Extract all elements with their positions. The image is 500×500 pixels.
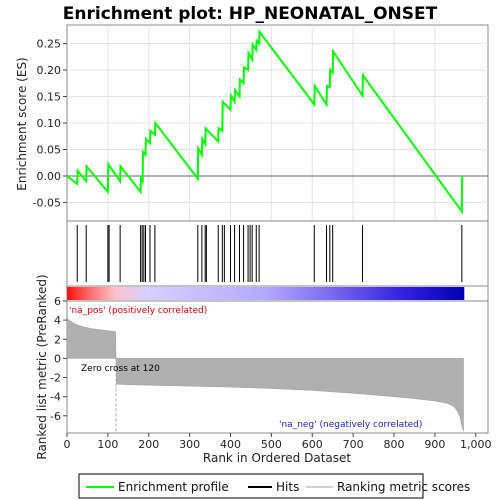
x-tick-label: 300 — [179, 438, 200, 451]
legend-profile-label: Enrichment profile — [118, 480, 229, 494]
metric-y-tick-label: 0 — [54, 352, 61, 365]
es-y-ticks: -0.05 0.00 0.05 0.10 0.15 0.20 0.25 — [33, 38, 67, 209]
positive-correlation-label: 'na_pos' (positively correlated) — [69, 306, 207, 316]
metric-y-tick-label: -2 — [50, 372, 61, 385]
enrichment-profile-line — [66, 29, 464, 215]
es-axis-title: Enrichment score (ES) — [15, 57, 29, 190]
ranking-metric-area — [66, 316, 464, 432]
chart-title: Enrichment plot: HP_NEONATAL_ONSET — [63, 4, 438, 24]
metric-y-tick-label: 4 — [54, 314, 61, 327]
legend-metric-label: Ranking metric scores — [337, 480, 470, 494]
es-y-tick-label: 0.00 — [37, 170, 62, 183]
x-tick-label: 200 — [138, 438, 159, 451]
negative-correlation-label: 'na_neg' (negatively correlated) — [279, 420, 422, 430]
x-tick-label: 400 — [220, 438, 241, 451]
hits-panel — [66, 220, 489, 287]
x-tick-label: 1,000 — [460, 438, 492, 451]
x-tick-label: 100 — [97, 438, 118, 451]
legend-hits-label: Hits — [276, 480, 299, 494]
es-y-tick-label: 0.05 — [37, 143, 62, 156]
metric-y-tick-label: -4 — [50, 391, 61, 404]
es-grid — [67, 25, 488, 221]
color-bar-gradient — [67, 287, 465, 300]
es-y-tick-label: 0.10 — [37, 117, 62, 130]
metric-x-ticks: 0 100 200 300 400 500 600 700 800 900 1,000 — [64, 433, 492, 451]
metric-y-ticks: -6 -4 -2 0 2 4 6 — [50, 295, 67, 423]
x-tick-label: 500 — [261, 438, 282, 451]
x-tick-label: 600 — [302, 438, 323, 451]
x-tick-label: 800 — [383, 438, 404, 451]
es-y-tick-label: -0.05 — [33, 196, 61, 209]
es-y-tick-label: 0.15 — [37, 91, 62, 104]
hit-lines — [76, 225, 463, 282]
ranking-color-bar — [66, 285, 489, 302]
es-y-tick-label: 0.20 — [37, 64, 62, 77]
hits-area — [66, 220, 489, 287]
x-tick-label: 900 — [424, 438, 445, 451]
legend: Enrichment profile Hits Ranking metric s… — [78, 473, 470, 499]
metric-y-tick-label: 6 — [54, 295, 61, 308]
es-y-tick-label: 0.25 — [37, 38, 62, 51]
zero-cross-label: Zero cross at 120 — [81, 364, 160, 374]
metric-y-tick-label: -6 — [50, 410, 61, 423]
metric-axis-title: Ranked list metric (PreRanked) — [35, 274, 49, 459]
metric-panel: -6 -4 -2 0 2 4 6 0 100 200 300 400 500 600 700 800 900 1… — [35, 274, 491, 465]
x-tick-label: 700 — [343, 438, 364, 451]
x-axis-title: Rank in Ordered Dataset — [203, 451, 351, 465]
metric-y-tick-label: 2 — [54, 333, 61, 346]
x-tick-label: 0 — [64, 438, 71, 451]
es-panel: -0.05 0.00 0.05 0.10 0.15 0.20 0.25 Enrichment… — [15, 24, 489, 222]
